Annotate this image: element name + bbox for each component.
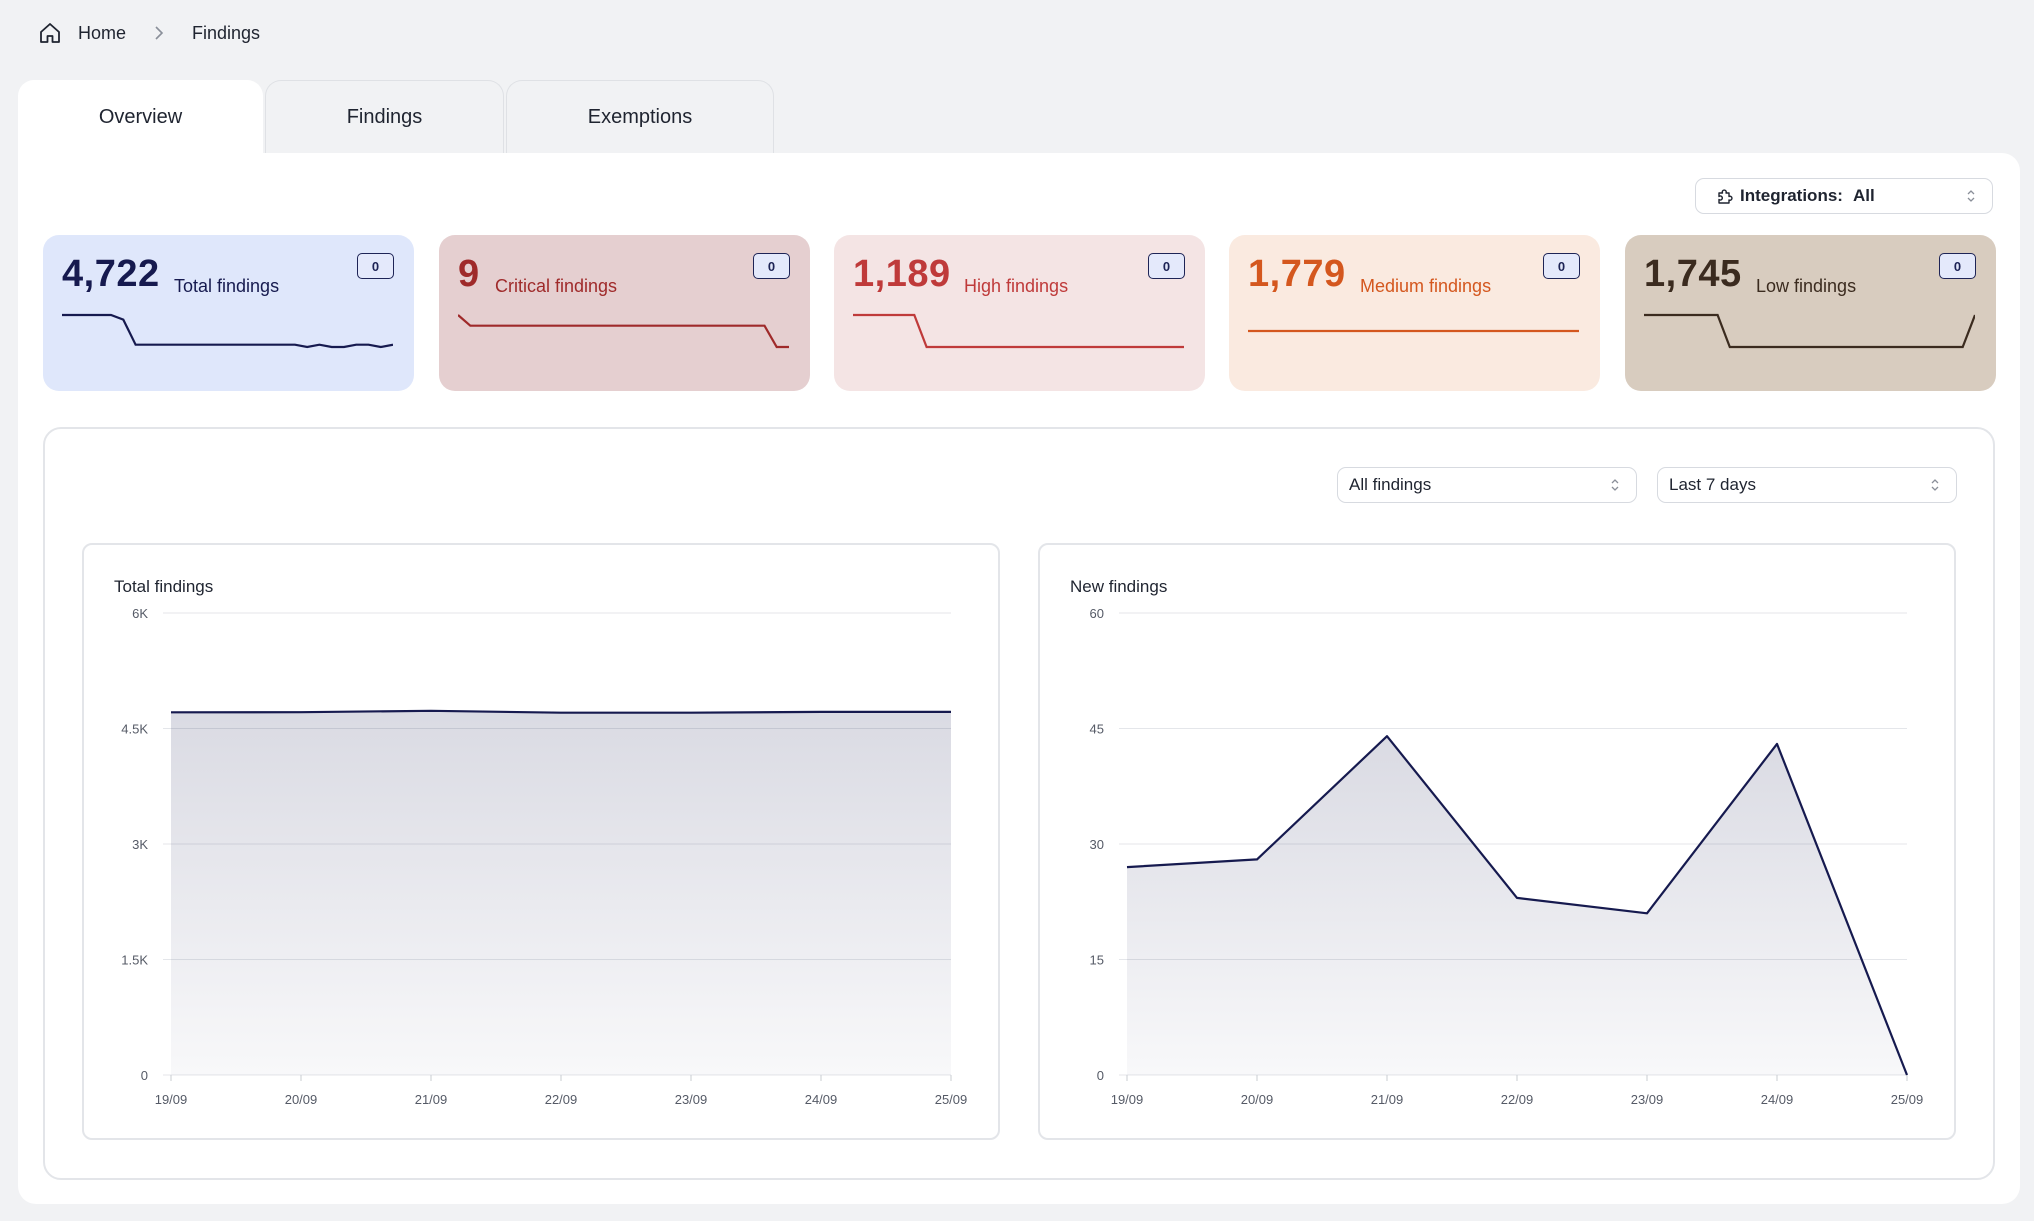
date-range-select[interactable]: Last 7 days [1657, 467, 1957, 503]
series-line [1126, 735, 1909, 1076]
x-tick-label: 24/09 [805, 1092, 838, 1107]
sparkline [1248, 329, 1579, 333]
y-tick-label: 1.5K [121, 953, 148, 968]
y-tick-label: 30 [1090, 837, 1104, 852]
charts-section: All findings Last 7 days Total findings … [43, 427, 1995, 1180]
card-low-findings[interactable]: 1,745 Low findings 0 [1625, 235, 1996, 391]
area-fill [1127, 736, 1907, 1075]
card-badge: 0 [1939, 253, 1976, 279]
y-tick-label: 60 [1090, 606, 1104, 621]
x-tick-label: 23/09 [1631, 1092, 1664, 1107]
x-tick-label: 20/09 [285, 1092, 318, 1107]
x-tick-label: 19/09 [1111, 1092, 1144, 1107]
findings-type-select[interactable]: All findings [1337, 467, 1637, 503]
card-high-findings[interactable]: 1,189 High findings 0 [834, 235, 1205, 391]
date-range-value: Last 7 days [1669, 475, 1756, 494]
data-point [429, 709, 433, 713]
y-tick-label: 15 [1090, 953, 1104, 968]
x-tick-label: 23/09 [675, 1092, 708, 1107]
integrations-select[interactable]: Integrations: All [1695, 178, 1993, 214]
sparkline-line [853, 313, 1184, 349]
card-label: Low findings [1756, 276, 1857, 296]
integrations-label: Integrations: [1740, 186, 1843, 205]
chevron-right-icon [155, 26, 164, 40]
breadcrumb-current: Findings [192, 22, 261, 43]
chevron-up-down-icon [1931, 479, 1939, 491]
chevron-up-down-icon [1967, 190, 1975, 202]
card-badge: 0 [1148, 253, 1185, 279]
series-line [170, 709, 951, 714]
chart-plot: 0 15 30 45 60 19/09 20/09 21/09 22/09 23/09 24/09 2… [1090, 606, 1924, 1107]
y-tick-label: 4.5K [121, 722, 148, 737]
sparkline-line [458, 314, 789, 349]
card-medium-findings[interactable]: 1,779 Medium findings 0 [1229, 235, 1600, 391]
integrations-value: All [1852, 186, 1875, 205]
y-tick-label: 3K [132, 837, 148, 852]
data-point [689, 711, 693, 715]
card-critical-findings[interactable]: 9 Critical findings 0 [439, 235, 810, 391]
x-tick-label: 22/09 [545, 1092, 578, 1107]
chevron-up-down-icon [1611, 479, 1619, 491]
data-point [1775, 742, 1779, 746]
home-icon[interactable] [38, 21, 62, 45]
data-point [1125, 865, 1129, 869]
data-point [1515, 896, 1519, 900]
sparkline [458, 314, 789, 349]
data-point [1645, 911, 1649, 915]
data-point [299, 710, 303, 714]
card-label: Medium findings [1360, 276, 1492, 296]
x-tick-label: 25/09 [1891, 1092, 1924, 1107]
overview-panel: Integrations: All 4,722 Total findings 0… [18, 153, 2020, 1204]
data-point [819, 710, 823, 714]
x-tick-label: 25/09 [935, 1092, 968, 1107]
chart-title: Total findings [114, 577, 214, 596]
total-findings-chart: Total findings 0 1.5K 3K 4.5K 6K 19/09 20/09 21… [82, 543, 1000, 1140]
breadcrumb-home-link[interactable]: Home [78, 22, 127, 43]
card-badge: 0 [753, 253, 790, 279]
tab-findings[interactable]: Findings [265, 80, 504, 154]
x-tick-label: 21/09 [415, 1092, 448, 1107]
data-point [949, 710, 953, 714]
data-point [559, 711, 563, 715]
sparkline-line [1644, 313, 1975, 349]
card-label: High findings [964, 276, 1069, 296]
y-tick-label: 0 [1097, 1068, 1104, 1083]
card-label: Total findings [174, 276, 280, 296]
card-value: 1,745 [1644, 253, 1742, 295]
data-point [1385, 734, 1389, 738]
tab-bar: Overview Findings Exemptions [18, 80, 776, 154]
card-value: 1,779 [1248, 253, 1346, 295]
new-findings-chart: New findings 0 15 30 45 60 19/09 20/09 21/09 22/… [1038, 543, 1956, 1140]
card-value: 4,722 [62, 253, 160, 295]
area-fill [171, 710, 951, 1075]
card-value: 1,189 [853, 253, 951, 295]
x-tick-label: 21/09 [1371, 1092, 1404, 1107]
breadcrumb: Home Findings [38, 20, 260, 46]
chart-title: New findings [1070, 577, 1168, 596]
card-value: 9 [458, 253, 480, 295]
sparkline [1644, 313, 1975, 349]
x-tick-label: 22/09 [1501, 1092, 1534, 1107]
data-point [1255, 857, 1259, 861]
puzzle-icon [1718, 189, 1733, 204]
card-badge: 0 [1543, 253, 1580, 279]
tab-exemptions[interactable]: Exemptions [506, 80, 774, 154]
y-tick-label: 45 [1090, 722, 1104, 737]
sparkline-line [62, 313, 393, 349]
summary-cards: 4,722 Total findings 0 9 Critical findin… [43, 235, 1996, 391]
tab-overview[interactable]: Overview [18, 80, 263, 154]
card-label: Critical findings [495, 276, 618, 296]
card-badge: 0 [357, 253, 394, 279]
sparkline [62, 313, 393, 349]
data-point [169, 710, 173, 714]
chart-plot: 0 1.5K 3K 4.5K 6K 19/09 20/09 21/09 22/09 23/09 24… [121, 606, 968, 1107]
x-tick-label: 24/09 [1761, 1092, 1794, 1107]
y-tick-label: 6K [132, 606, 148, 621]
findings-type-value: All findings [1349, 475, 1432, 494]
y-tick-label: 0 [141, 1068, 148, 1083]
x-tick-label: 19/09 [155, 1092, 188, 1107]
sparkline [853, 313, 1184, 349]
card-total-findings[interactable]: 4,722 Total findings 0 [43, 235, 414, 391]
x-tick-label: 20/09 [1241, 1092, 1274, 1107]
